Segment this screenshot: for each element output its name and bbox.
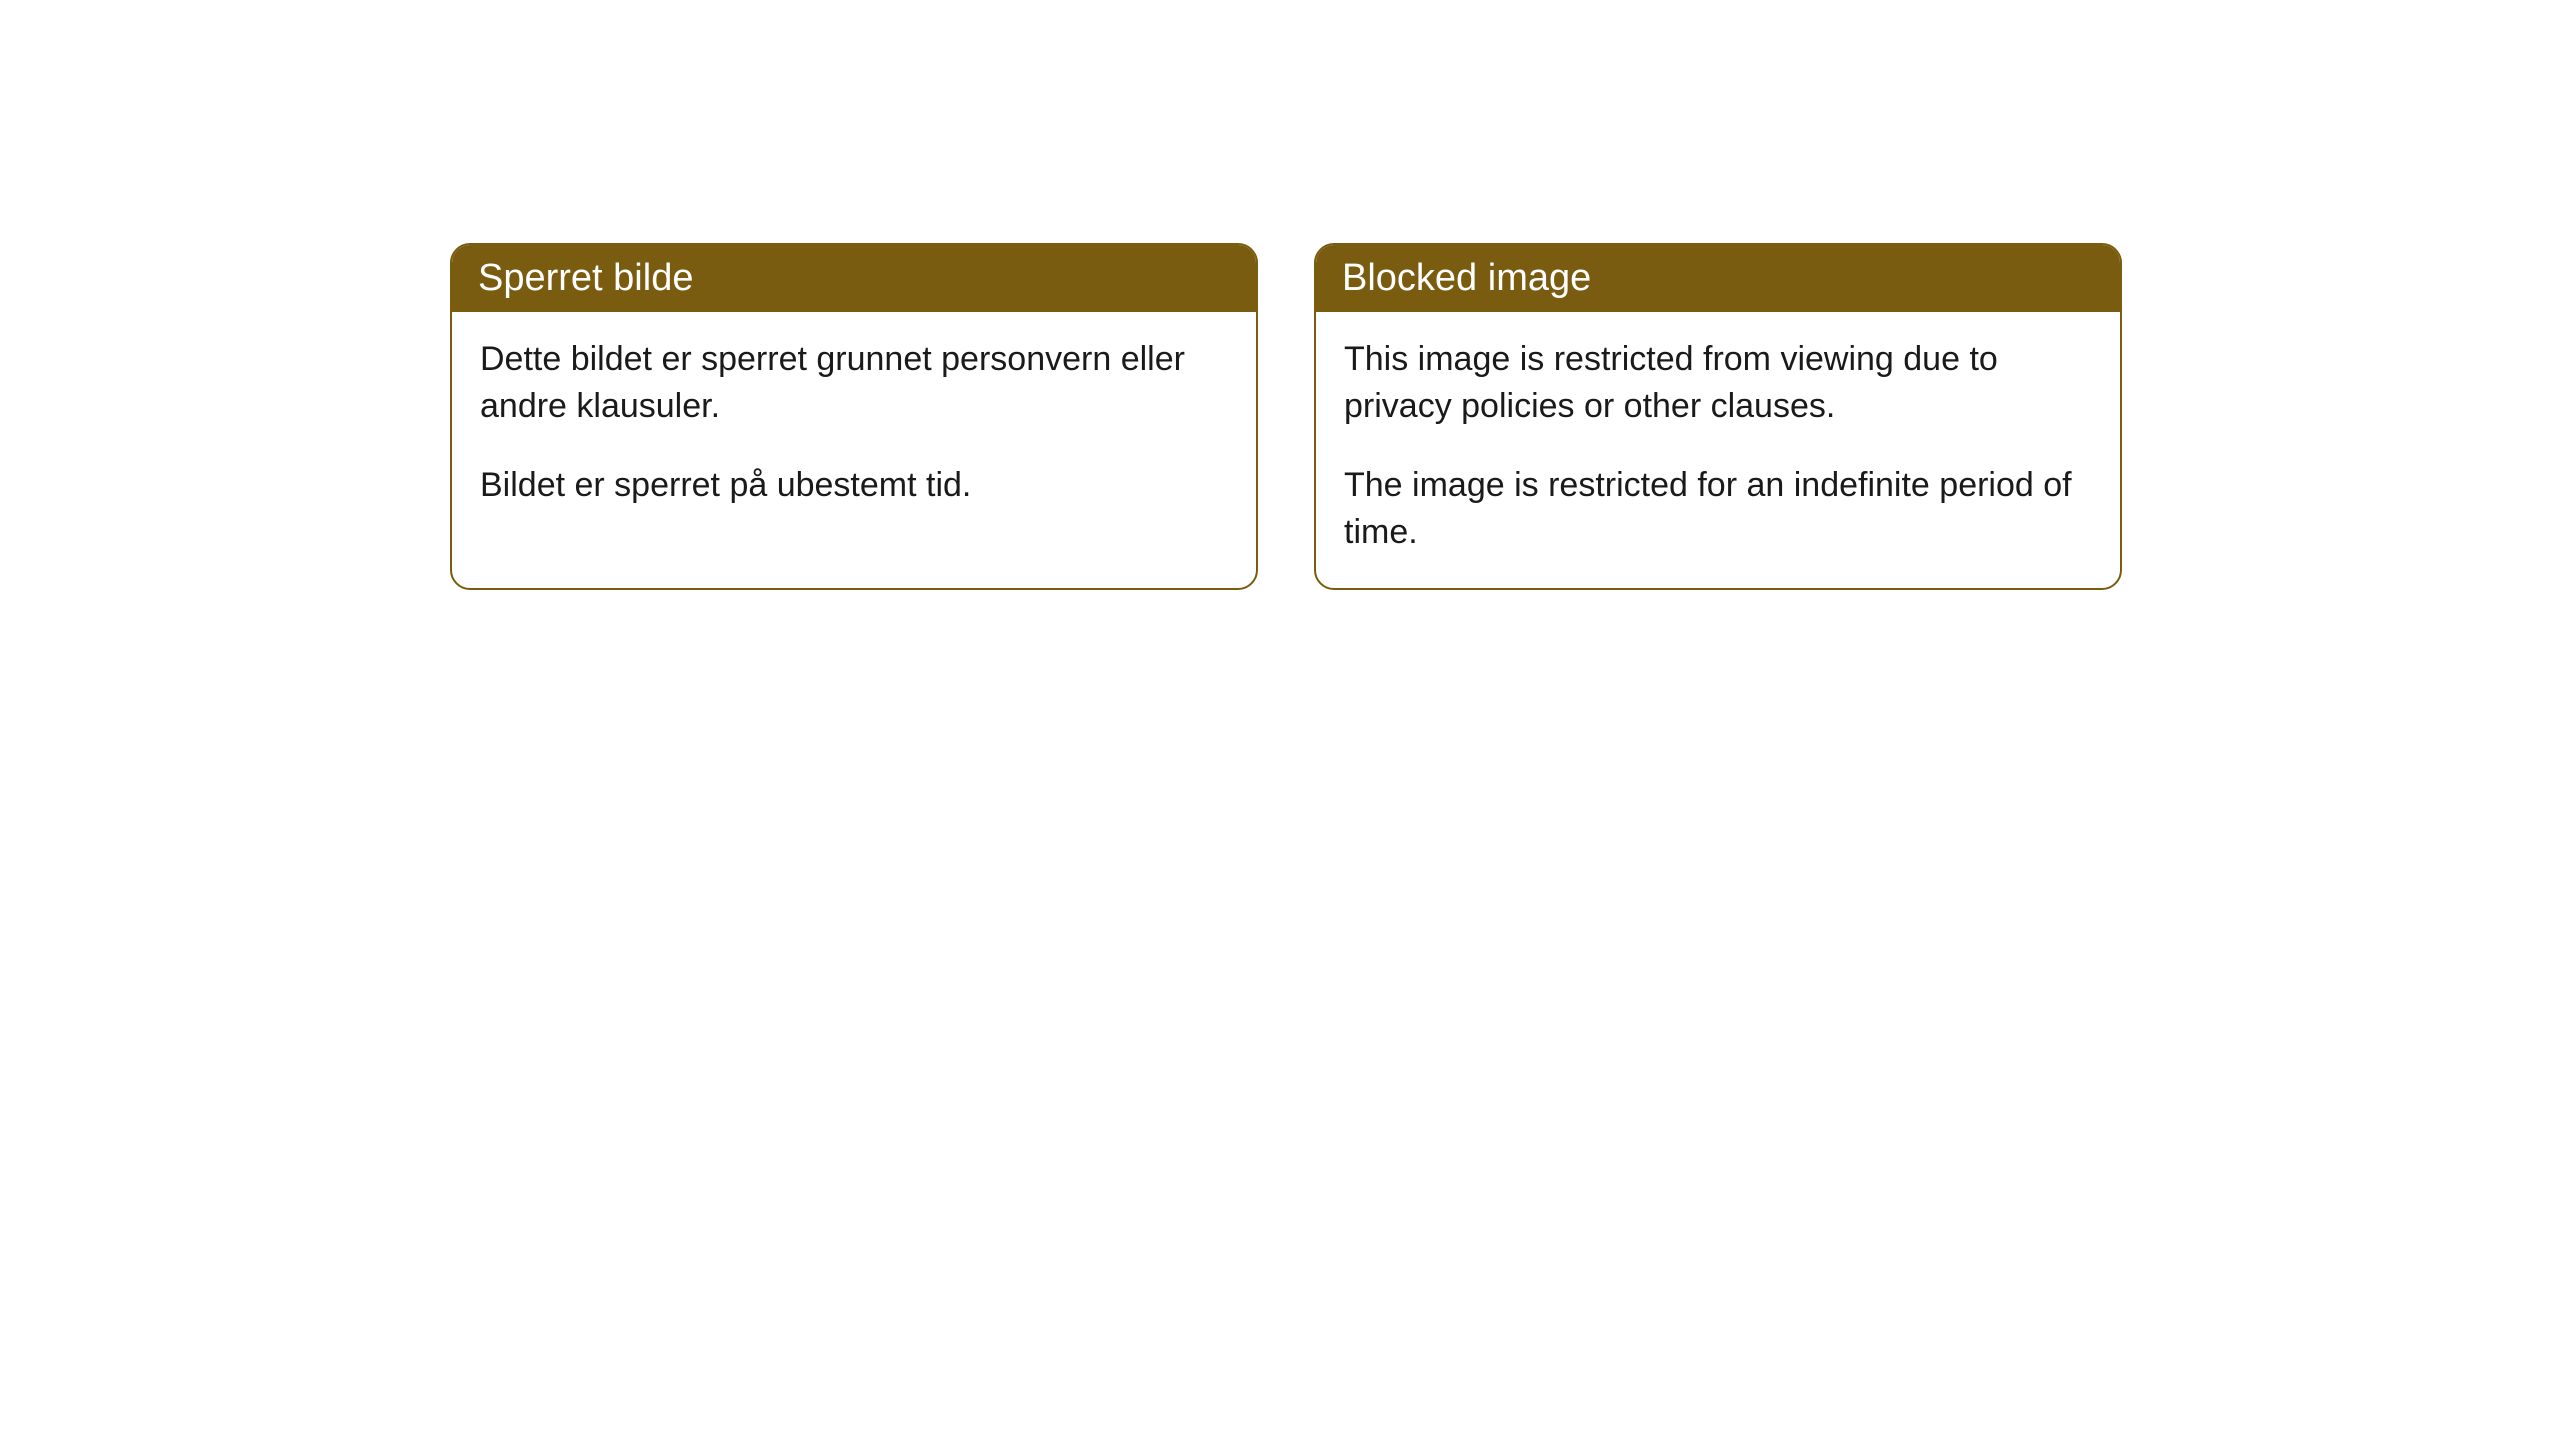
notice-paragraph-2: The image is restricted for an indefinit…	[1344, 462, 2092, 556]
notice-header: Sperret bilde	[452, 245, 1256, 312]
notice-paragraph-1: This image is restricted from viewing du…	[1344, 336, 2092, 430]
notice-header: Blocked image	[1316, 245, 2120, 312]
notice-body: Dette bildet er sperret grunnet personve…	[452, 312, 1256, 541]
notice-body: This image is restricted from viewing du…	[1316, 312, 2120, 588]
notice-card-english: Blocked image This image is restricted f…	[1314, 243, 2122, 590]
notice-title: Sperret bilde	[478, 257, 693, 299]
notice-paragraph-1: Dette bildet er sperret grunnet personve…	[480, 336, 1228, 430]
notice-title: Blocked image	[1342, 257, 1591, 299]
notice-container: Sperret bilde Dette bildet er sperret gr…	[0, 0, 2560, 590]
notice-card-norwegian: Sperret bilde Dette bildet er sperret gr…	[450, 243, 1258, 590]
notice-paragraph-2: Bildet er sperret på ubestemt tid.	[480, 462, 1228, 509]
